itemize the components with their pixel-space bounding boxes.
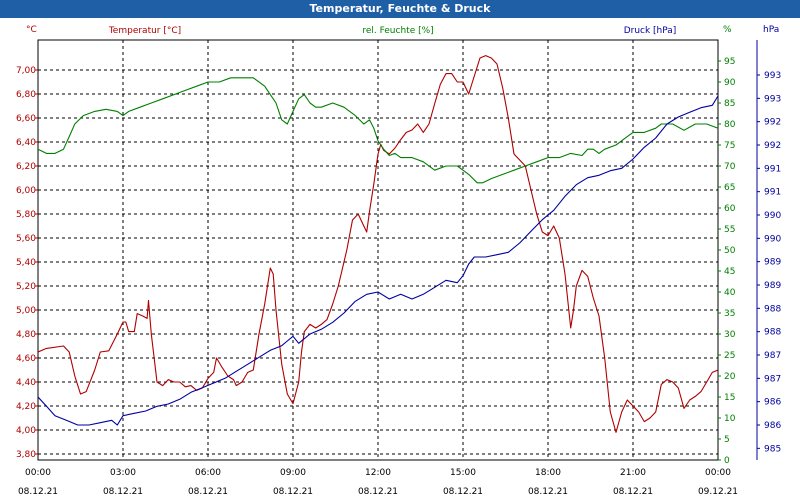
pressure-tick-label: 992 — [764, 118, 781, 128]
humidity-tick-label: 45 — [724, 267, 735, 277]
legend-label: rel. Feuchte [%] — [362, 26, 433, 36]
chart-labels: 00:00 08.12.21 03:00 08.12.21 06:00 08.12.21 0… — [16, 25, 781, 497]
x-tick-time: 09:00 — [280, 468, 306, 478]
humidity-tick-label: 65 — [724, 183, 735, 193]
temperature-tick-label: 4,60 — [16, 354, 36, 364]
humidity-tick-label: 15 — [724, 393, 735, 403]
temperature-tick-label: 6,00 — [16, 186, 36, 196]
grid — [38, 40, 718, 460]
x-tick-date: 08.12.21 — [613, 487, 653, 497]
humidity-tick-label: 70 — [724, 162, 736, 172]
humidity-tick-label: 30 — [724, 330, 736, 340]
series-lines — [38, 55, 718, 433]
humidity-tick-label: 10 — [724, 414, 736, 424]
humidity-tick-label: 50 — [724, 246, 736, 256]
temperature-tick-label: 5,40 — [16, 258, 36, 268]
humidity-tick-label: 75 — [724, 141, 735, 151]
x-tick-date: 09.12.21 — [698, 487, 738, 497]
pressure-tick-label: 989 — [764, 258, 781, 268]
temperature-tick-label: 6,80 — [16, 90, 36, 100]
temperature-unit-label: °C — [26, 25, 37, 35]
window-title: Temperatur, Feuchte & Druck — [0, 0, 800, 18]
temperature-tick-label: 7,00 — [16, 66, 36, 76]
temperature-tick-label: 4,40 — [16, 378, 36, 388]
humidity-tick-label: 0 — [724, 456, 730, 466]
pressure-tick-label: 987 — [764, 374, 781, 384]
x-tick-date: 08.12.21 — [273, 487, 313, 497]
temperature-tick-label: 6,20 — [16, 162, 36, 172]
pressure-tick-label: 988 — [764, 328, 781, 338]
temperature-tick-label: 4,00 — [16, 426, 36, 436]
temperature-tick-label: 4,20 — [16, 402, 36, 412]
humidity-tick-label: 25 — [724, 351, 735, 361]
pressure-tick-label: 988 — [764, 304, 781, 314]
pressure-tick-label: 986 — [764, 421, 781, 431]
pressure-tick-label: 993 — [764, 71, 781, 81]
temperature-tick-label: 6,60 — [16, 114, 36, 124]
x-tick-date: 08.12.21 — [358, 487, 398, 497]
humidity-series-line — [38, 77, 718, 184]
x-tick-time: 00:00 — [705, 468, 731, 478]
humidity-tick-label: 35 — [724, 309, 735, 319]
humidity-tick-label: 95 — [724, 57, 735, 67]
pressure-tick-label: 989 — [764, 281, 781, 291]
pressure-tick-label: 987 — [764, 351, 781, 361]
pressure-tick-label: 993 — [764, 94, 781, 104]
humidity-tick-label: 85 — [724, 99, 735, 109]
temperature-tick-label: 6,40 — [16, 138, 36, 148]
legend-label: Druck [hPa] — [624, 26, 677, 36]
x-tick-time: 18:00 — [535, 468, 561, 478]
x-tick-date: 08.12.21 — [528, 487, 568, 497]
temperature-tick-label: 5,80 — [16, 210, 36, 220]
x-tick-date: 08.12.21 — [443, 487, 483, 497]
humidity-unit-label: % — [723, 25, 732, 35]
pressure-tick-label: 990 — [764, 211, 781, 221]
pressure-tick-label: 986 — [764, 398, 781, 408]
chart-canvas: 00:00 08.12.21 03:00 08.12.21 06:00 08.12.21 0… — [16, 25, 781, 497]
axes — [35, 39, 760, 461]
pressure-tick-label: 985 — [764, 444, 781, 454]
x-tick-time: 06:00 — [195, 468, 221, 478]
x-tick-date: 08.12.21 — [103, 487, 143, 497]
temperature-series-line — [38, 55, 718, 433]
pressure-tick-label: 991 — [764, 188, 781, 198]
x-tick-time: 00:00 — [25, 468, 51, 478]
pressure-tick-label: 990 — [764, 234, 781, 244]
humidity-tick-label: 60 — [724, 204, 736, 214]
pressure-unit-label: hPa — [763, 25, 779, 35]
x-tick-time: 15:00 — [450, 468, 476, 478]
temperature-tick-label: 4,80 — [16, 330, 36, 340]
temperature-tick-label: 5,00 — [16, 306, 36, 316]
x-tick-time: 12:00 — [365, 468, 391, 478]
legend-label: Temperatur [°C] — [108, 26, 181, 36]
humidity-tick-label: 20 — [724, 372, 736, 382]
x-tick-date: 08.12.21 — [18, 487, 58, 497]
pressure-series-line — [38, 95, 718, 426]
pressure-tick-label: 991 — [764, 164, 781, 174]
humidity-tick-label: 5 — [724, 435, 730, 445]
humidity-tick-label: 40 — [724, 288, 736, 298]
x-tick-time: 21:00 — [620, 468, 646, 478]
humidity-tick-label: 55 — [724, 225, 735, 235]
humidity-tick-label: 90 — [724, 78, 736, 88]
x-tick-time: 03:00 — [110, 468, 136, 478]
pressure-tick-label: 992 — [764, 141, 781, 151]
humidity-tick-label: 80 — [724, 120, 736, 130]
temperature-tick-label: 5,20 — [16, 282, 36, 292]
x-tick-date: 08.12.21 — [188, 487, 228, 497]
temperature-tick-label: 3,80 — [16, 450, 36, 460]
temperature-tick-label: 5,60 — [16, 234, 36, 244]
